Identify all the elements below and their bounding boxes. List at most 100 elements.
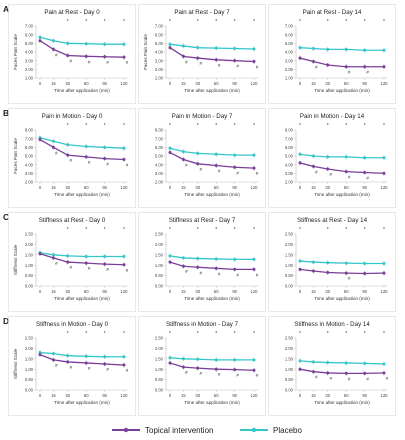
topical-series-line: [299, 268, 385, 275]
significance-star: *: [364, 19, 366, 25]
y-tick-label: 1.00: [155, 76, 164, 81]
chart-title: Pain in Motion - Day 14: [300, 113, 365, 120]
topical-series-line: [299, 162, 385, 174]
chart-panel: Stiffness at Rest - Day 0 0.00 0.50 1.00 1.5…: [8, 212, 136, 312]
placebo-series-line: [299, 360, 385, 365]
x-tick-label: 60: [214, 185, 219, 190]
topical-series-point: [252, 267, 256, 271]
y-tick-label: 1.00: [285, 76, 294, 81]
significance-star: *: [169, 123, 171, 129]
topical-series-point: [103, 55, 107, 59]
x-tick-label: 30: [65, 393, 70, 398]
x-axis-label: Time after application (min): [184, 400, 240, 405]
x-tick-label: 60: [214, 81, 219, 86]
x-tick-label: 30: [195, 185, 200, 190]
y-tick-label: 7.00: [285, 24, 294, 29]
within-group-hash: #: [185, 59, 188, 64]
topical-series-point: [84, 261, 88, 265]
placebo-series-line: [169, 357, 254, 361]
y-tick-label: 2.00: [25, 67, 34, 72]
significance-star: *: [197, 123, 199, 129]
within-group-hash: #: [236, 64, 239, 69]
topical-series-line: [39, 40, 125, 58]
y-tick-label: 5.00: [155, 154, 164, 159]
within-group-hash: #: [256, 65, 259, 70]
x-axis-label: Time after application (min): [314, 88, 370, 93]
x-tick-label: 90: [232, 81, 237, 86]
significance-star: *: [253, 227, 255, 233]
within-group-hash: #: [256, 272, 259, 277]
placebo-series-point: [298, 46, 302, 50]
significance-star: *: [364, 123, 366, 129]
y-tick-label: 0.50: [25, 273, 34, 278]
legend-placebo-label: Placebo: [273, 426, 302, 435]
placebo-series-point: [84, 254, 88, 258]
x-tick-label: 30: [325, 393, 330, 398]
y-tick-label: 2.00: [155, 346, 164, 351]
legend-topical-label: Topical intervention: [145, 426, 213, 435]
topical-series-point: [311, 269, 315, 273]
y-tick-label: 1.50: [25, 252, 34, 257]
significance-star: *: [327, 19, 329, 25]
y-tick-label: 1.00: [285, 367, 294, 372]
placebo-series-point: [168, 146, 172, 150]
significance-star: *: [197, 227, 199, 233]
topical-series-point: [196, 56, 200, 60]
significance-star: *: [67, 123, 69, 129]
x-tick-label: 0: [39, 185, 42, 190]
placebo-series-point: [214, 257, 218, 261]
y-tick-label: 4.00: [155, 162, 164, 167]
x-axis-label: Time after application (min): [54, 88, 110, 93]
significance-star: *: [299, 331, 301, 337]
placebo-series-point: [326, 261, 330, 265]
topical-series-point: [233, 368, 237, 372]
topical-series-point: [214, 266, 218, 270]
within-group-hash: #: [55, 261, 58, 266]
y-tick-label: 0.50: [285, 273, 294, 278]
topical-series-point: [168, 361, 172, 365]
within-group-hash: #: [218, 169, 221, 174]
y-tick-label: 6.00: [155, 145, 164, 150]
x-tick-label: 60: [344, 289, 349, 294]
within-group-hash: #: [199, 371, 202, 376]
y-tick-label: 1.50: [155, 252, 164, 257]
placebo-series-point: [311, 260, 315, 264]
x-tick-label: 30: [65, 81, 70, 86]
significance-star: *: [215, 123, 217, 129]
y-tick-label: 1.00: [25, 367, 34, 372]
placebo-series-point: [326, 47, 330, 51]
placebo-series-point: [233, 257, 237, 261]
topical-series-point: [196, 162, 200, 166]
x-tick-label: 120: [381, 393, 389, 398]
y-tick-label: 2.50: [155, 336, 164, 341]
placebo-series-point: [363, 48, 367, 52]
within-group-hash: #: [348, 175, 351, 180]
placebo-series-point: [196, 46, 200, 50]
x-tick-label: 120: [251, 81, 259, 86]
y-tick-label: 3.00: [155, 171, 164, 176]
significance-star: *: [383, 123, 385, 129]
significance-star: *: [169, 331, 171, 337]
x-tick-label: 60: [344, 393, 349, 398]
x-axis-label: Time after application (min): [314, 400, 370, 405]
topical-series-point: [122, 363, 126, 367]
significance-star: *: [123, 123, 125, 129]
x-tick-label: 60: [344, 81, 349, 86]
within-group-hash: #: [199, 61, 202, 66]
chart-panel: Pain in Motion - Day 0 2.00 3.00 4.00 5.00 6.…: [8, 108, 136, 208]
placebo-series-point: [168, 356, 172, 360]
x-tick-label: 30: [325, 81, 330, 86]
y-tick-label: 0.00: [155, 284, 164, 289]
y-tick-label: 1.00: [155, 263, 164, 268]
within-group-hash: #: [348, 276, 351, 281]
legend-placebo-marker: [251, 427, 257, 433]
x-tick-label: 120: [381, 289, 389, 294]
placebo-series-point: [103, 254, 107, 258]
placebo-series-point: [214, 152, 218, 156]
within-group-hash: #: [348, 70, 351, 75]
y-tick-label: 1.50: [155, 356, 164, 361]
x-tick-label: 0: [299, 185, 302, 190]
within-group-hash: #: [256, 373, 259, 378]
y-tick-label: 6.00: [285, 32, 294, 37]
topical-series-point: [382, 65, 386, 69]
